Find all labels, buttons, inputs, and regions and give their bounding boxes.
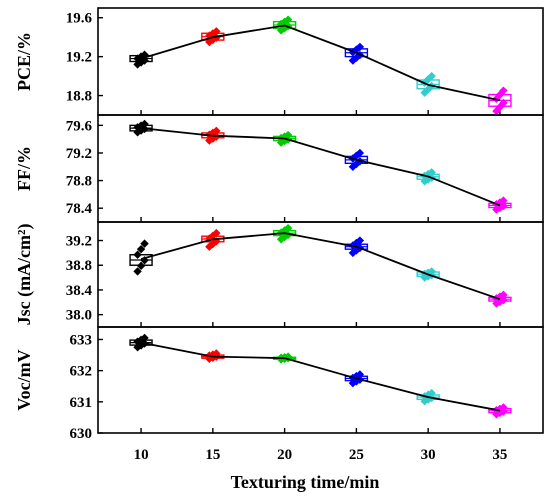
data-point — [212, 228, 221, 238]
data-point — [352, 151, 361, 160]
y-tick-label: 38.0 — [66, 308, 92, 324]
data-point — [499, 86, 508, 95]
y-tick-label: 19.6 — [66, 11, 93, 27]
y-tick-label: 79.2 — [66, 146, 92, 162]
x-tick-label: 35 — [492, 447, 507, 463]
data-point — [133, 267, 142, 276]
data-point — [355, 42, 365, 52]
data-point — [136, 58, 146, 67]
data-point — [140, 256, 149, 265]
mean-line — [140, 232, 501, 301]
data-point — [133, 337, 142, 346]
data-point — [136, 52, 146, 61]
data-point — [499, 196, 508, 205]
panel-frame — [97, 7, 544, 116]
data-point — [133, 250, 142, 259]
data-point — [136, 126, 146, 135]
y-tick-label: 79.6 — [66, 118, 93, 134]
y-tick-label: 38.4 — [66, 283, 93, 299]
panel-frame — [97, 221, 544, 328]
data-point — [140, 239, 149, 248]
data-point — [355, 370, 365, 379]
mean-line — [140, 127, 501, 207]
box-35 — [488, 290, 512, 308]
data-point — [283, 223, 293, 233]
y-tick-label: 78.8 — [66, 174, 92, 190]
data-point — [427, 71, 436, 81]
y-axis-label: PCE/% — [14, 32, 34, 91]
box-35 — [488, 403, 512, 419]
data-point — [136, 244, 146, 254]
y-tick-label: 631 — [70, 395, 93, 411]
data-point — [283, 130, 293, 140]
data-point — [492, 106, 501, 116]
box-10 — [129, 239, 153, 276]
data-point — [136, 121, 146, 130]
y-tick-label: 630 — [70, 426, 93, 442]
data-point — [212, 27, 221, 36]
data-point — [133, 60, 142, 69]
mean-line — [140, 24, 501, 102]
data-point — [140, 50, 149, 59]
data-point — [133, 123, 142, 132]
x-tick-label: 20 — [277, 447, 292, 463]
data-point — [499, 290, 508, 300]
data-point — [133, 343, 142, 352]
panel-frame — [97, 326, 544, 434]
data-point — [136, 261, 146, 271]
data-point — [427, 168, 436, 177]
data-point — [427, 388, 436, 398]
y-tick-label: 19.2 — [66, 50, 92, 66]
box-20 — [272, 223, 297, 244]
panel-2: 79.6 79.2 78.8 78.4 FF/% — [14, 114, 544, 223]
x-tick-label: 15 — [205, 447, 220, 463]
data-point — [420, 88, 429, 97]
y-axis-label: Jsc (mA/cm²) — [14, 224, 35, 326]
y-tick-label: 632 — [70, 364, 93, 380]
box-10 — [129, 50, 153, 69]
data-point — [420, 177, 429, 186]
data-point — [133, 54, 142, 63]
mean-line — [140, 341, 501, 412]
y-tick-label: 39.2 — [66, 234, 92, 250]
x-tick-label: 25 — [349, 447, 364, 463]
data-point — [140, 333, 149, 343]
data-point — [140, 56, 149, 65]
data-point — [352, 238, 361, 248]
data-point — [212, 349, 221, 358]
data-point — [499, 98, 508, 108]
y-tick-label: 633 — [70, 332, 93, 348]
data-point — [495, 203, 505, 212]
y-axis-label: Voc/mV — [14, 349, 34, 410]
x-axis-label: Texturing time/min — [231, 472, 380, 492]
chart-panels: 19.6 19.2 18.8 PCE/% 79.6 79.2 78.8 78.4 FF/% 39.… — [14, 7, 544, 442]
x-axis: 10 15 20 25 30 35 Texturing time/min — [134, 447, 508, 492]
y-tick-label: 38.8 — [66, 258, 92, 274]
y-axis-label: FF/% — [14, 146, 34, 191]
panel-3: 39.2 38.8 38.4 38.0 Jsc (mA/cm²) — [14, 221, 544, 328]
data-point — [499, 403, 508, 412]
data-point — [355, 236, 365, 245]
data-point — [140, 119, 149, 129]
x-tick-label: 10 — [134, 447, 149, 463]
panel-1: 19.6 19.2 18.8 PCE/% — [14, 7, 544, 116]
x-tick-labels: 10 15 20 25 30 35 — [134, 447, 508, 463]
data-point — [495, 198, 505, 207]
x-tick-label: 30 — [421, 447, 436, 463]
y-tick-label: 78.4 — [66, 201, 93, 217]
y-tick-label: 18.8 — [66, 89, 92, 105]
panel-4: 633 632 631 630 Voc/mV — [14, 326, 544, 442]
data-point — [133, 128, 142, 137]
box-35 — [488, 86, 512, 116]
data-point — [355, 148, 365, 158]
data-point — [212, 126, 221, 136]
data-point — [283, 15, 293, 24]
data-point — [427, 267, 436, 276]
